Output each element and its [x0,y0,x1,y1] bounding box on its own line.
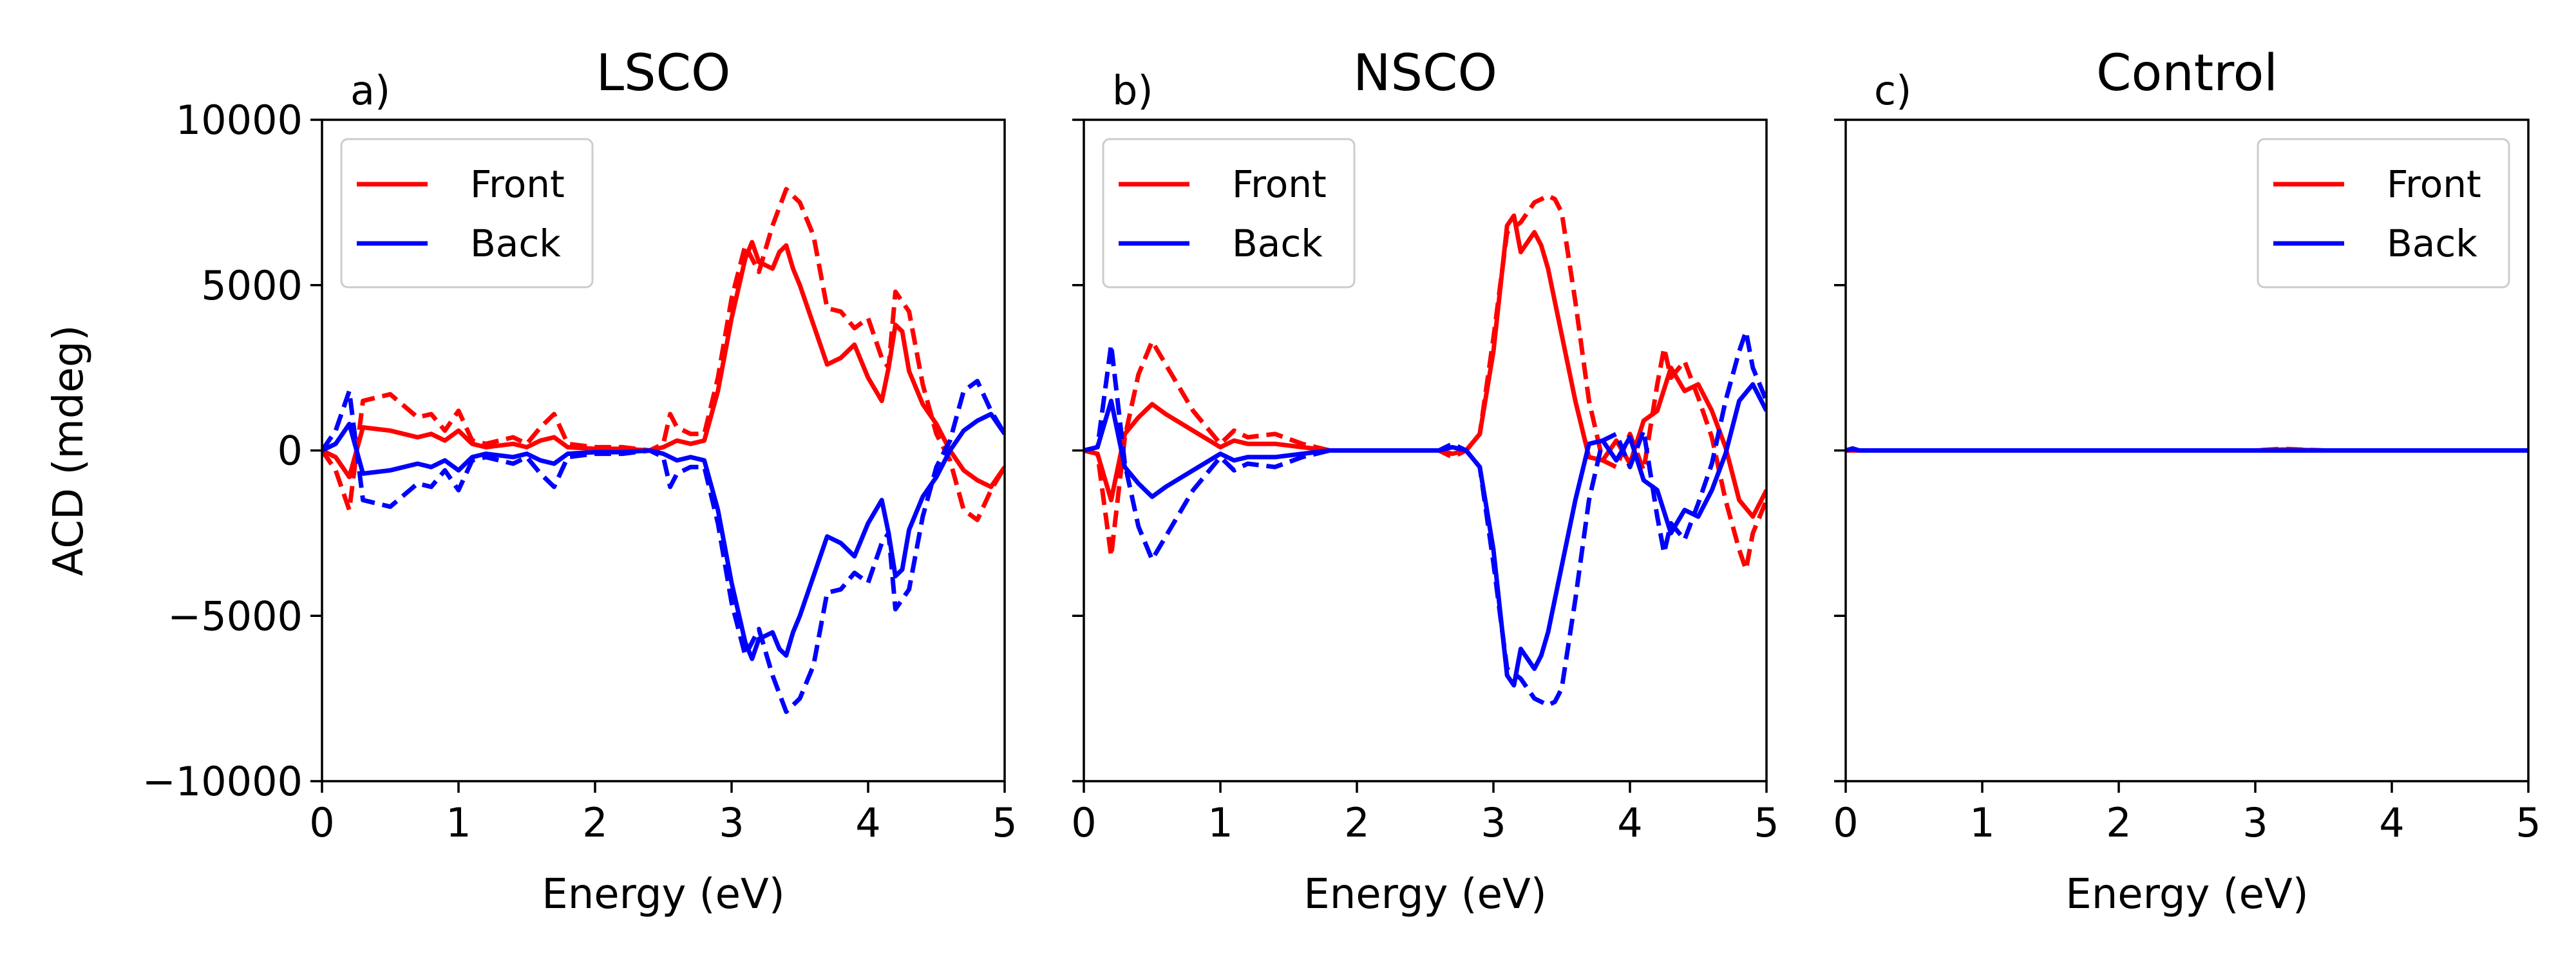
y-tick-label: −5000 [167,592,303,639]
x-tick-label: 1 [446,799,471,846]
y-tick-label: 5000 [201,262,303,309]
y-tick-label: 0 [278,428,303,475]
panel-letter: b) [1112,67,1153,114]
x-tick-label: 0 [1833,799,1858,846]
x-tick-label: 2 [582,799,607,846]
x-axis-label: Energy (eV) [542,871,785,918]
legend: Front Back [2257,138,2510,289]
x-tick-label: 4 [2379,799,2404,846]
x-tick-label: 0 [1071,799,1096,846]
legend-label-back: Back [2387,222,2477,265]
panel-letter: a) [350,67,390,114]
legend: Front Back [340,138,594,289]
x-tick-label: 3 [719,799,744,846]
series-group [322,187,1005,714]
series-group [1084,193,1766,708]
series-front-dashed-line [1084,193,1766,572]
y-tick-label: 10000 [176,97,303,144]
x-tick-label: 2 [2106,799,2131,846]
legend-box [1102,138,1356,289]
x-tick-label: 5 [2515,799,2541,846]
y-axis-label: ACD (mdeg) [45,325,93,576]
x-tick-label: 1 [1208,799,1233,846]
x-tick-label: 0 [309,799,334,846]
x-tick-label: 5 [992,799,1017,846]
panel-title: NSCO [1353,44,1497,102]
panel-title: LSCO [596,44,731,102]
x-tick-label: 3 [2242,799,2268,846]
legend-box [340,138,594,289]
panel-letter: c) [1874,67,1911,114]
x-axis-label: Energy (eV) [1303,871,1547,918]
x-axis-label: Energy (eV) [2065,871,2309,918]
panel-a: 0 1 2 3 4 5 −10000 −5000 0 5000 10000 Energy (eV) AC… [45,44,1018,918]
series-back-dashed-line [1846,446,2528,453]
panel-c: 0 1 2 3 4 5 Energy (eV) Control c) Front Back [1833,44,2541,918]
x-tick-label: 2 [1344,799,1369,846]
legend-box [2257,138,2510,289]
panel-b: 0 1 2 3 4 5 Energy (eV) NSCO b) Front Back [1071,44,1779,918]
x-tick-label: 1 [1969,799,1994,846]
legend: Front Back [1102,138,1356,289]
series-back-dashed-line [322,379,1005,714]
y-tick-label: −10000 [142,758,303,805]
series-back-solid-line [322,412,1005,661]
legend-label-back: Back [470,222,561,265]
series-front-solid-line [322,240,1005,489]
legend-label-front: Front [470,162,565,206]
x-tick-label: 4 [1617,799,1642,846]
series-group [1846,446,2528,453]
x-tick-label: 3 [1481,799,1506,846]
legend-label-back: Back [1232,222,1323,265]
series-front-dashed-line [322,187,1005,522]
panel-title: Control [2096,44,2278,102]
series-back-dashed-line [1084,329,1766,708]
x-tick-label: 5 [1754,799,1779,846]
x-tick-label: 4 [855,799,880,846]
legend-label-front: Front [2387,162,2481,206]
legend-label-front: Front [1232,162,1327,206]
